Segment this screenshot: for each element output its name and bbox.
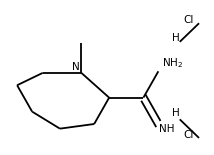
Text: NH: NH — [159, 124, 175, 134]
Text: NH$_2$: NH$_2$ — [162, 57, 183, 71]
Text: Cl: Cl — [183, 130, 193, 140]
Text: H: H — [172, 108, 180, 118]
Text: H: H — [172, 33, 180, 43]
Text: Cl: Cl — [183, 15, 193, 25]
Text: N: N — [72, 62, 80, 72]
